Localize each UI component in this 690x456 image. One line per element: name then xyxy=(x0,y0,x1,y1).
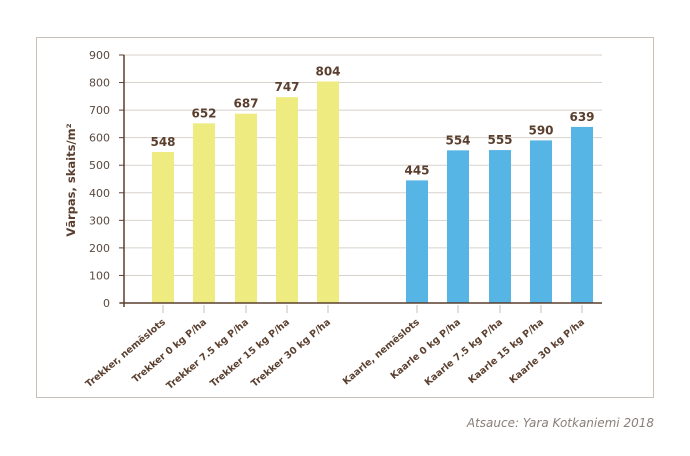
bar xyxy=(152,151,174,303)
data-label: 687 xyxy=(233,97,258,111)
y-tick-label: 500 xyxy=(89,159,110,172)
x-tick-label: Kaarle 0 kg P/ha xyxy=(389,317,463,382)
bar xyxy=(530,140,552,303)
bar xyxy=(317,81,339,303)
y-tick-label: 600 xyxy=(89,132,110,145)
y-tick-label: 300 xyxy=(89,214,110,227)
data-label: 804 xyxy=(315,64,340,78)
x-tick-label: Kaarle, nemēslots xyxy=(341,317,422,388)
data-label: 554 xyxy=(445,133,470,147)
source-note: Atsauce: Yara Kotkaniemi 2018 xyxy=(466,416,654,430)
data-label: 590 xyxy=(528,123,553,137)
y-tick-label: 100 xyxy=(89,269,110,282)
x-tick-label: Trekker 0 kg P/ha xyxy=(130,317,209,385)
x-tick-label: Trekker 30 kg P/ha xyxy=(249,317,333,390)
data-label: 548 xyxy=(150,135,175,149)
y-tick-label: 800 xyxy=(89,77,110,90)
x-tick-label: Kaarle 15 kg P/ha xyxy=(467,317,546,386)
y-tick-label: 0 xyxy=(103,297,110,310)
y-tick-label: 900 xyxy=(89,49,110,62)
bar xyxy=(193,123,215,304)
x-tick-label: Trekker, nemēslots xyxy=(84,317,169,390)
bar xyxy=(571,126,593,303)
bar xyxy=(235,113,257,304)
x-tick-label: Kaarle 7.5 kg P/ha xyxy=(423,317,505,388)
x-tick-label: Kaarle 30 kg P/ha xyxy=(508,317,587,386)
y-axis-label: Vārpas, skaits/m² xyxy=(64,123,78,236)
data-label: 747 xyxy=(274,80,299,94)
data-label: 445 xyxy=(404,163,429,177)
y-tick-label: 700 xyxy=(89,104,110,117)
bar xyxy=(406,180,428,303)
x-tick-label: Trekker 15 kg P/ha xyxy=(208,317,292,390)
data-label: 555 xyxy=(487,133,512,147)
y-tick-label: 400 xyxy=(89,187,110,200)
y-tick-label: 200 xyxy=(89,242,110,255)
bar xyxy=(276,97,298,303)
bar xyxy=(447,150,469,303)
bar xyxy=(489,150,511,303)
chart-frame xyxy=(36,37,654,398)
data-label: 639 xyxy=(569,110,594,124)
data-label: 652 xyxy=(191,106,216,120)
